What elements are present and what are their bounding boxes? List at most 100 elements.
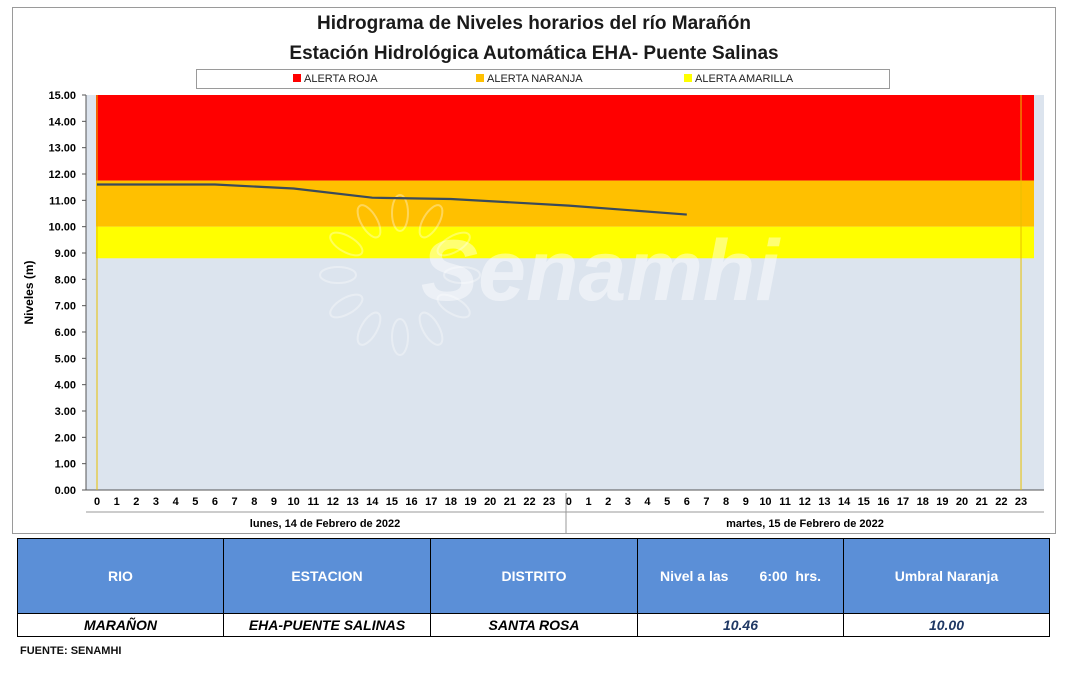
x-tick-label: 18 — [445, 496, 457, 508]
x-tick-label: 13 — [346, 496, 358, 508]
y-tick-label: 6.00 — [55, 327, 76, 339]
source-note: FUENTE: SENAMHI — [20, 645, 122, 657]
x-tick-label: 15 — [858, 496, 870, 508]
header-nivel: Nivel a las 6:00 hrs. — [637, 538, 844, 614]
y-tick-label: 9.00 — [55, 248, 76, 260]
watermark-sun-ray — [443, 266, 481, 284]
x-tick-label: 18 — [917, 496, 929, 508]
x-tick-label: 5 — [192, 496, 198, 508]
legend-swatch-red — [293, 74, 301, 82]
x-tick-label: 0 — [94, 496, 100, 508]
x-day-label: martes, 15 de Febrero de 2022 — [726, 518, 884, 530]
x-tick-label: 5 — [664, 496, 670, 508]
x-day-label: lunes, 14 de Febrero de 2022 — [250, 518, 400, 530]
cell-rio: MARAÑON — [17, 613, 224, 637]
watermark-sun-ray — [436, 293, 471, 319]
x-tick-label: 20 — [956, 496, 968, 508]
watermark-sun-ray — [356, 204, 382, 239]
table-header-row: RIO ESTACION DISTRITO Nivel a las 6:00 h… — [17, 538, 1050, 614]
y-tick-label: 14.00 — [48, 116, 76, 128]
y-tick-label: 4.00 — [55, 380, 76, 392]
x-tick-label: 22 — [523, 496, 535, 508]
legend-item-red: ALERTA ROJA — [293, 73, 378, 85]
x-tick-label: 2 — [605, 496, 611, 508]
x-tick-label: 21 — [504, 496, 516, 508]
x-tick-label: 20 — [484, 496, 496, 508]
y-tick-label: 8.00 — [55, 274, 76, 286]
y-tick-label: 3.00 — [55, 406, 76, 418]
x-tick-label: 22 — [995, 496, 1007, 508]
x-tick-label: 9 — [743, 496, 749, 508]
alert-band-0 — [96, 95, 1034, 181]
x-tick-label: 10 — [287, 496, 299, 508]
y-tick-label: 2.00 — [55, 432, 76, 444]
y-tick-label: 1.00 — [55, 459, 76, 471]
x-tick-label: 13 — [818, 496, 830, 508]
legend-item-orange: ALERTA NARANJA — [476, 73, 583, 85]
x-tick-label: 23 — [1015, 496, 1027, 508]
x-tick-label: 16 — [405, 496, 417, 508]
legend-label-orange: ALERTA NARANJA — [487, 73, 583, 85]
x-tick-label: 6 — [212, 496, 218, 508]
level-series-line — [97, 183, 687, 216]
x-tick-label: 4 — [173, 496, 180, 508]
y-axis-label: Niveles (m) — [22, 260, 36, 324]
x-tick-label: 11 — [779, 496, 791, 508]
legend-swatch-orange — [476, 74, 484, 82]
watermark-sun-icon — [319, 194, 481, 356]
x-tick-label: 21 — [976, 496, 988, 508]
legend-label-red: ALERTA ROJA — [304, 73, 378, 85]
x-tick-label: 1 — [114, 496, 120, 508]
y-tick-label: 0.00 — [55, 485, 76, 497]
x-tick-label: 23 — [543, 496, 555, 508]
x-tick-label: 6 — [684, 496, 690, 508]
chart-title: Hidrograma de Niveles horarios del río M… — [317, 13, 751, 34]
watermark-sun-ray — [436, 231, 471, 257]
y-tick-label: 12.00 — [48, 169, 76, 181]
cell-estacion: EHA-PUENTE SALINAS — [223, 613, 431, 637]
x-tick-label: 14 — [838, 496, 851, 508]
x-tick-label: 15 — [386, 496, 398, 508]
alert-band-1 — [96, 180, 1034, 227]
legend-swatch-yellow — [684, 74, 692, 82]
x-tick-label: 1 — [585, 496, 591, 508]
x-tick-label: 8 — [251, 496, 257, 508]
watermark-sun-ray — [418, 204, 444, 239]
y-tick-label: 10.00 — [48, 222, 76, 234]
watermark-sun-ray — [356, 311, 382, 346]
alert-band-2 — [96, 226, 1034, 259]
x-tick-label: 11 — [307, 496, 319, 508]
legend-label-yellow: ALERTA AMARILLA — [695, 73, 794, 85]
cell-distrito: SANTA ROSA — [430, 613, 638, 637]
x-tick-label: 3 — [625, 496, 631, 508]
watermark-sun-ray — [391, 194, 409, 232]
x-tick-label: 10 — [759, 496, 771, 508]
y-tick-label: 5.00 — [55, 353, 76, 365]
legend-item-yellow: ALERTA AMARILLA — [684, 73, 793, 85]
cell-nivel: 10.46 — [637, 613, 844, 637]
summary-table: RIO ESTACION DISTRITO Nivel a las 6:00 h… — [17, 538, 1050, 637]
watermark-sun-ray — [329, 293, 364, 319]
x-tick-label: 9 — [271, 496, 277, 508]
y-tick-label: 15.00 — [48, 90, 76, 102]
x-tick-label: 14 — [366, 496, 379, 508]
header-estacion: ESTACION — [223, 538, 431, 614]
x-tick-label: 3 — [153, 496, 159, 508]
cell-umbral: 10.00 — [843, 613, 1050, 637]
hydrograph-chart: Senamhi 0.00 1.00 2.00 3.00 4.00 5.00 6.00 7.00 8… — [22, 90, 1044, 534]
y-tick-label: 7.00 — [55, 301, 76, 313]
chart-legend: ALERTA ROJA ALERTA NARANJA ALERTA AMARIL… — [196, 69, 890, 89]
x-tick-label: 12 — [327, 496, 339, 508]
x-tick-label: 2 — [133, 496, 139, 508]
x-tick-label: 17 — [425, 496, 437, 508]
x-tick-label: 16 — [877, 496, 889, 508]
watermark-sun-ray — [329, 231, 364, 257]
x-tick-label: 4 — [644, 496, 651, 508]
y-tick-label: 11.00 — [49, 195, 76, 207]
chart-subtitle: Estación Hidrológica Automática EHA- Pue… — [289, 43, 779, 64]
x-tick-label: 17 — [897, 496, 909, 508]
x-tick-label: 7 — [703, 496, 709, 508]
x-tick-label: 12 — [799, 496, 811, 508]
header-distrito: DISTRITO — [430, 538, 638, 614]
y-tick-label: 13.00 — [48, 143, 76, 155]
